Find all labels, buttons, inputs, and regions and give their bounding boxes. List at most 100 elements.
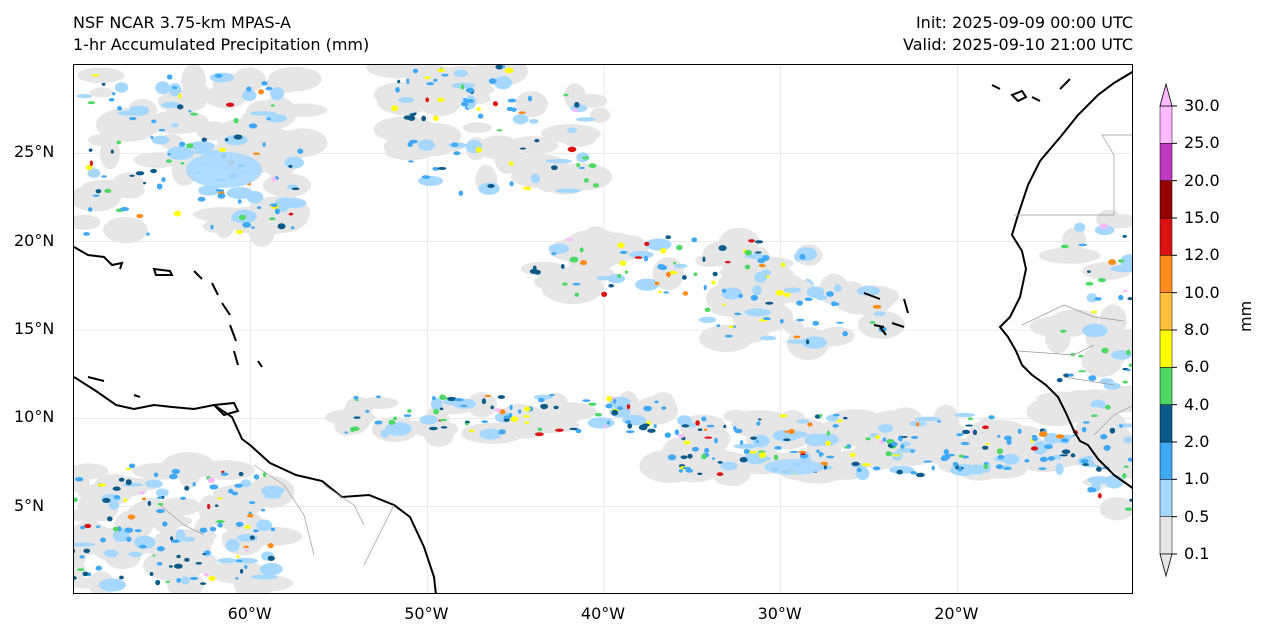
precip-cell xyxy=(1100,434,1108,440)
precip-cell xyxy=(208,560,266,584)
precip-cell xyxy=(261,81,268,86)
precip-cell xyxy=(76,93,93,99)
precip-cell xyxy=(1003,435,1012,441)
precip-cell xyxy=(758,263,766,268)
precip-cell xyxy=(249,535,255,540)
map-canvas xyxy=(74,65,1132,593)
precip-cell xyxy=(842,331,848,337)
precip-cell xyxy=(759,335,777,341)
precip-cell xyxy=(1080,458,1089,464)
precip-cell xyxy=(1032,437,1039,442)
precip-cell xyxy=(189,576,199,581)
precip-cell xyxy=(274,208,280,215)
precip-cell xyxy=(113,172,144,194)
precip-cell xyxy=(667,454,677,461)
precip-cell xyxy=(826,430,831,436)
precip-cell xyxy=(447,396,455,401)
precip-cell xyxy=(1091,414,1098,418)
precip-cell xyxy=(161,177,166,183)
precip-cell xyxy=(233,134,243,140)
precip-cell xyxy=(625,420,632,424)
precip-cell xyxy=(158,128,166,132)
lat-tick-label: 5°N xyxy=(14,495,45,515)
precip-cell xyxy=(234,483,243,488)
precip-cell xyxy=(915,472,925,478)
precip-cell xyxy=(149,572,154,577)
precip-cell xyxy=(277,128,328,157)
precip-cell xyxy=(527,95,533,102)
colorbar-tick-label: 30.0 xyxy=(1184,96,1220,115)
precip-cell xyxy=(564,83,586,110)
precip-cell xyxy=(112,526,119,532)
precip-cell xyxy=(685,468,694,473)
precip-cell xyxy=(704,436,713,439)
precip-cell xyxy=(95,565,102,571)
precip-cell xyxy=(421,175,431,179)
precip-cell xyxy=(562,282,568,286)
precip-cell xyxy=(538,266,572,277)
precip-cell xyxy=(1039,456,1048,462)
precip-cell xyxy=(572,108,578,113)
precip-cell xyxy=(216,497,223,500)
precip-cell xyxy=(967,417,973,421)
precip-cell xyxy=(553,405,559,410)
precip-cell xyxy=(407,115,416,121)
precip-cell xyxy=(1038,467,1047,471)
precip-cell xyxy=(217,522,223,528)
precip-cell xyxy=(265,114,288,123)
precip-cell xyxy=(878,440,885,444)
precip-cell xyxy=(465,99,475,103)
precip-cell xyxy=(518,111,526,115)
precip-cell xyxy=(209,484,219,490)
precip-cell xyxy=(1030,446,1039,451)
precip-cell xyxy=(758,450,766,453)
precip-cell xyxy=(220,472,229,476)
precip-cell xyxy=(567,146,577,153)
precip-cell xyxy=(266,117,271,121)
precip-cell xyxy=(804,297,813,302)
precip-cell xyxy=(815,433,839,446)
precip-cell xyxy=(739,440,744,445)
precip-cell xyxy=(832,424,839,428)
precip-cell xyxy=(744,308,772,317)
country-borders xyxy=(159,134,1132,566)
precip-cell xyxy=(578,166,585,170)
precip-cell xyxy=(754,240,764,244)
precip-cell xyxy=(956,433,964,437)
precip-cell xyxy=(1081,426,1087,433)
precip-cell xyxy=(723,424,727,429)
precip-cell xyxy=(490,405,494,410)
precip-cell xyxy=(388,84,437,95)
precip-cell xyxy=(775,289,785,296)
precip-cell xyxy=(203,572,210,577)
precip-cell xyxy=(691,446,699,452)
title-right: Init: 2025-09-09 00:00 UTC Valid: 2025-0… xyxy=(903,13,1133,57)
precip-cell xyxy=(1002,453,1020,465)
precip-cell xyxy=(492,101,498,106)
precip-cell xyxy=(366,65,425,79)
precip-cell xyxy=(774,446,782,450)
precip-cell xyxy=(1128,363,1132,367)
precip-cell xyxy=(1063,373,1070,378)
precip-cell xyxy=(754,251,762,254)
precip-cell xyxy=(1110,449,1132,480)
precip-cell xyxy=(176,554,181,559)
precip-cell xyxy=(460,101,469,107)
precip-cell xyxy=(530,173,541,184)
precip-cell xyxy=(125,468,132,471)
precip-cell xyxy=(421,115,427,122)
precip-cell xyxy=(744,249,752,256)
colorbar-box xyxy=(1159,217,1173,256)
precip-cell xyxy=(616,406,624,411)
precip-cell xyxy=(1099,223,1108,229)
precip-cell xyxy=(88,148,93,152)
precip-cell xyxy=(248,214,276,248)
precip-cell xyxy=(783,287,802,293)
precip-cell xyxy=(432,166,439,171)
precip-cell xyxy=(458,190,464,196)
precip-cell xyxy=(779,414,788,418)
precip-cell xyxy=(186,143,194,149)
precip-cell xyxy=(74,576,77,580)
precip-cell xyxy=(297,148,304,154)
precip-cell xyxy=(1104,404,1111,410)
